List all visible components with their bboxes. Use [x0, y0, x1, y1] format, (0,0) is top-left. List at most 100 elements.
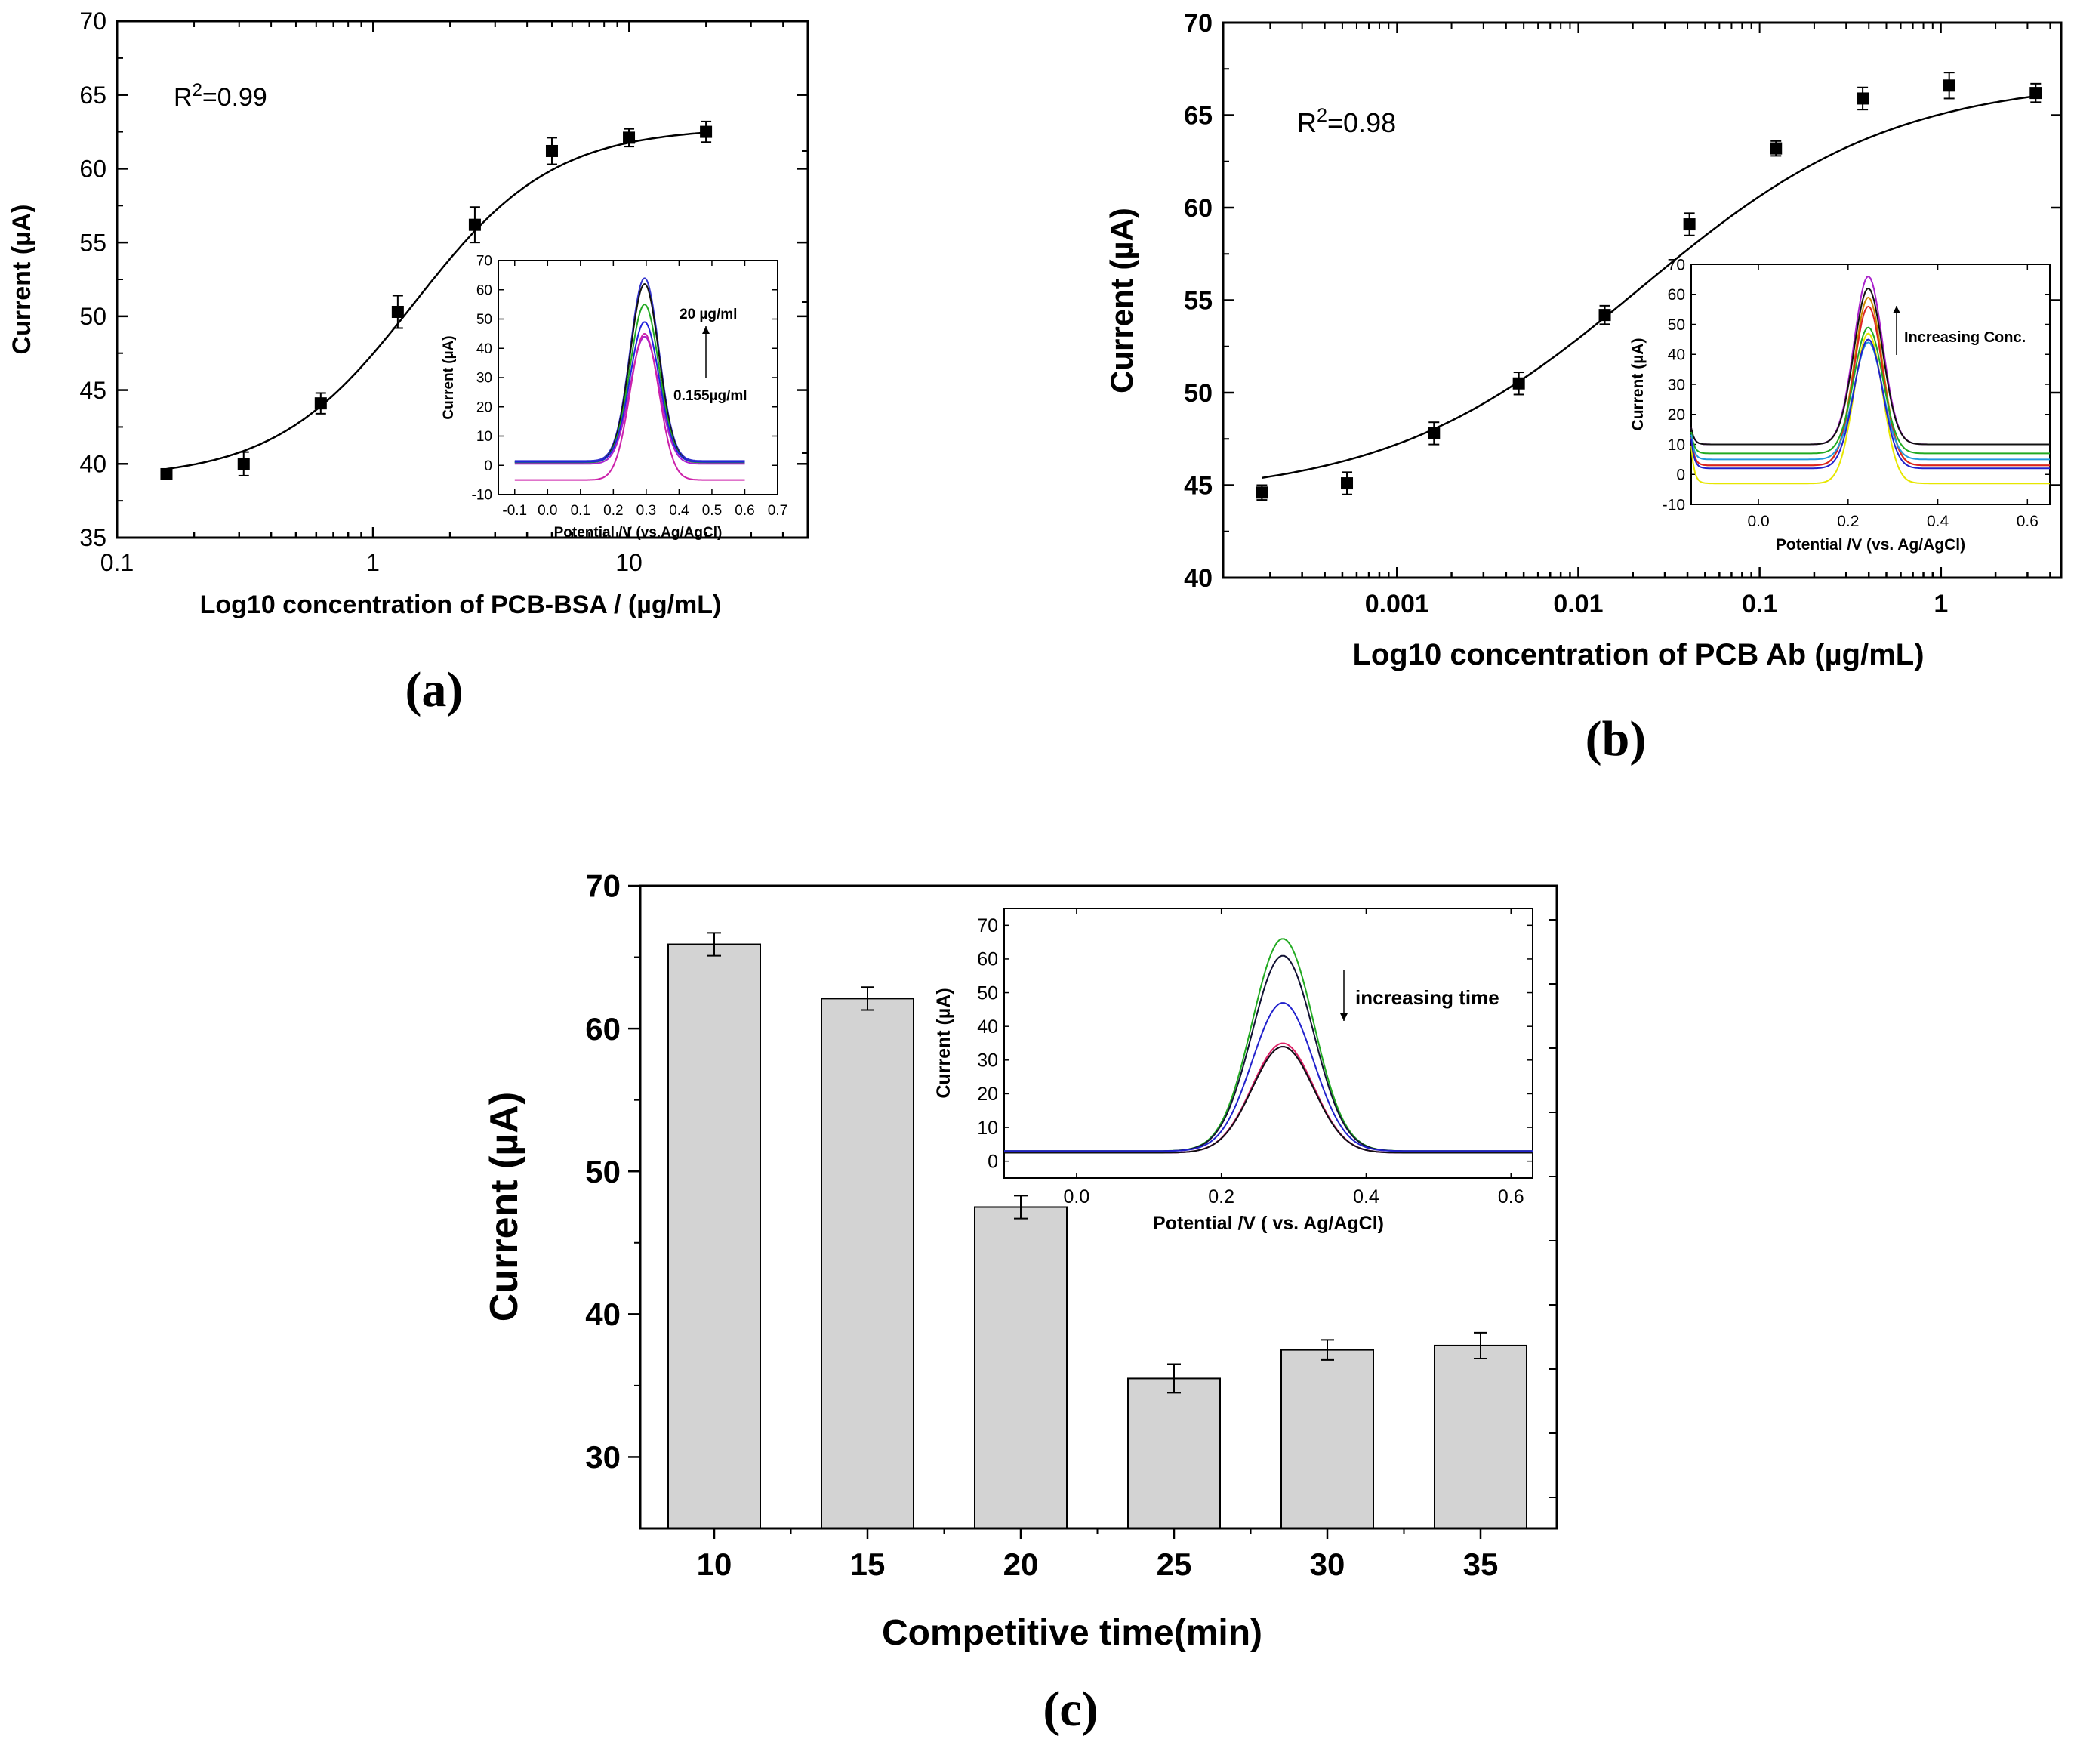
inset-x-tick-label: 0.6 — [735, 503, 754, 519]
inset-y-axis-label: Current (µA) — [441, 335, 457, 419]
inset-y-tick-label: 40 — [977, 1016, 998, 1038]
panel-c: 30 40 50 60 70 10 15 20 25 30 35 Current (µA) Com… — [482, 868, 1558, 1737]
inset-y-tick-label: 0 — [484, 458, 492, 474]
annotation-base: R — [174, 83, 193, 112]
data-point — [1857, 92, 1869, 105]
inset-y-tick-label: 20 — [476, 399, 492, 415]
panel-a-x-ticks: 0.1 1 10 — [100, 21, 809, 576]
x-tick-label: 10 — [615, 549, 643, 576]
inset-y-tick-label: 30 — [977, 1050, 998, 1072]
y-tick-label: 60 — [1184, 194, 1213, 223]
panel-c-label: (c) — [1043, 1682, 1098, 1737]
inset-y-tick-label: 10 — [977, 1118, 998, 1139]
data-point — [314, 397, 327, 410]
inset-y-tick-label: 10 — [476, 429, 492, 445]
inset-y-tick-label: 50 — [1668, 316, 1685, 334]
inset-series-line — [1004, 1002, 1533, 1152]
inset-y-tick-label: 50 — [476, 312, 492, 328]
panel-a-x-axis-label: Log10 concentration of PCB-BSA / (µg/mL) — [200, 591, 722, 619]
bar — [1434, 1344, 1527, 1529]
panel-a-label: (a) — [405, 662, 464, 717]
y-tick-label: 65 — [1184, 101, 1213, 130]
inset-label-top: increasing time — [1355, 986, 1499, 1009]
panel-a-data-points — [160, 120, 713, 480]
x-tick-label: 30 — [1310, 1547, 1345, 1582]
inset-y-tick-label: 70 — [977, 915, 998, 936]
x-tick-label: 0.01 — [1553, 590, 1603, 618]
y-tick-label: 35 — [79, 524, 106, 551]
inset-x-tick-label: 0.4 — [1353, 1186, 1379, 1207]
inset-y-tick-label: 0 — [1676, 467, 1685, 484]
y-tick-label: 50 — [585, 1154, 621, 1189]
inset-y-tick-label: 60 — [476, 282, 492, 298]
inset-x-tick-label: 0.3 — [636, 503, 656, 519]
annotation-sup: 2 — [1317, 105, 1327, 126]
y-tick-label: 70 — [585, 868, 621, 904]
inset-y-tick-label: 30 — [476, 371, 492, 387]
panel-c-bars — [667, 932, 1527, 1530]
panel-c-y-ticks: 30 40 50 60 70 — [585, 868, 1557, 1498]
annotation-rest: =0.99 — [202, 83, 267, 112]
panel-a-fit-curve — [166, 131, 707, 470]
data-point — [1598, 309, 1611, 322]
inset-label-top: Increasing Conc. — [1904, 329, 2026, 346]
y-tick-label: 70 — [1184, 9, 1213, 38]
data-point — [391, 305, 404, 318]
panel-b-x-axis-label: Log10 concentration of PCB Ab (µg/mL) — [1352, 638, 1924, 671]
panel-b-fit-curve — [1262, 94, 2036, 480]
inset-arrow-head — [1893, 306, 1900, 313]
inset-y-tick-label: -10 — [472, 488, 492, 504]
x-tick-label: 20 — [1003, 1547, 1039, 1582]
panel-c-plot-frame — [639, 884, 1558, 1530]
inset-frame — [1003, 908, 1533, 1179]
inset-x-tick-label: 0.2 — [1208, 1186, 1234, 1207]
y-tick-label: 30 — [585, 1439, 621, 1475]
inset-y-axis-label: Current (µA) — [1629, 338, 1647, 431]
inset-label-bottom: 0.155µg/ml — [673, 388, 747, 404]
data-point — [1770, 142, 1783, 155]
inset-series-line — [1690, 338, 2050, 470]
inset-y-tick-label: 30 — [1668, 376, 1685, 393]
panel-a-inset: -10 0 10 20 30 40 50 60 70 -0.1 0.0 0.1 0.2 0.3 0.4 0.5… — [441, 254, 787, 541]
y-tick-label: 65 — [79, 82, 106, 109]
inset-x-tick-label: 0.0 — [1064, 1186, 1090, 1207]
inset-x-tick-label: 0.6 — [1498, 1186, 1524, 1207]
panel-a-y-axis-label: Current (µA) — [8, 204, 36, 354]
panel-b-data-points — [1256, 72, 2042, 501]
x-tick-label: 0.1 — [1742, 590, 1777, 618]
inset-y-tick-label: 0 — [988, 1151, 998, 1172]
data-point — [1943, 79, 1955, 92]
x-tick-label: 1 — [366, 549, 380, 576]
inset-x-axis-label: Potential /V (vs. Ag/AgCl) — [1776, 536, 1965, 554]
inset-y-tick-label: 10 — [1668, 436, 1685, 454]
data-point — [1683, 218, 1696, 231]
bar — [667, 943, 761, 1529]
data-point — [1428, 427, 1441, 439]
data-point — [468, 218, 481, 231]
inset-series-line — [514, 332, 745, 481]
panel-c-x-ticks: 10 15 20 25 30 35 — [697, 1528, 1498, 1582]
inset-y-tick-label: -10 — [1663, 496, 1685, 513]
panel-b: 40 45 50 55 60 65 70 0.001 0.01 0.1 1 R2=0.98 Cur… — [1104, 9, 2063, 766]
panel-c-y-axis-label: Current (µA) — [482, 1092, 526, 1321]
y-tick-label: 40 — [79, 450, 106, 477]
inset-x-axis-label: Potential /V ( vs. Ag/AgCl) — [1153, 1213, 1384, 1234]
y-tick-label: 55 — [1184, 286, 1213, 315]
inset-x-tick-label: -0.1 — [502, 503, 527, 519]
panel-b-x-ticks: 0.001 0.01 0.1 1 — [1269, 23, 2051, 618]
inset-y-axis-label: Current (µA) — [933, 988, 954, 1098]
inset-series-line — [1690, 341, 2050, 461]
inset-series-line — [1690, 305, 2050, 467]
inset-y-tick-label: 60 — [977, 949, 998, 970]
inset-x-tick-label: 0.7 — [768, 503, 787, 519]
panel-b-inset: -10 0 10 20 30 40 50 60 70 0.0 0.2 0.4 0.6 Increasing… — [1629, 256, 2051, 554]
inset-series-line — [514, 321, 745, 463]
x-tick-label: 0.1 — [100, 549, 134, 576]
panel-a-y-ticks: 35 40 45 50 55 60 65 70 — [79, 8, 808, 551]
y-tick-label: 60 — [585, 1011, 621, 1047]
inset-x-tick-label: 0.1 — [571, 503, 590, 519]
data-point — [1512, 377, 1525, 390]
annotation-rest: =0.98 — [1327, 107, 1396, 138]
panel-b-label: (b) — [1586, 711, 1647, 766]
data-point — [545, 144, 558, 157]
